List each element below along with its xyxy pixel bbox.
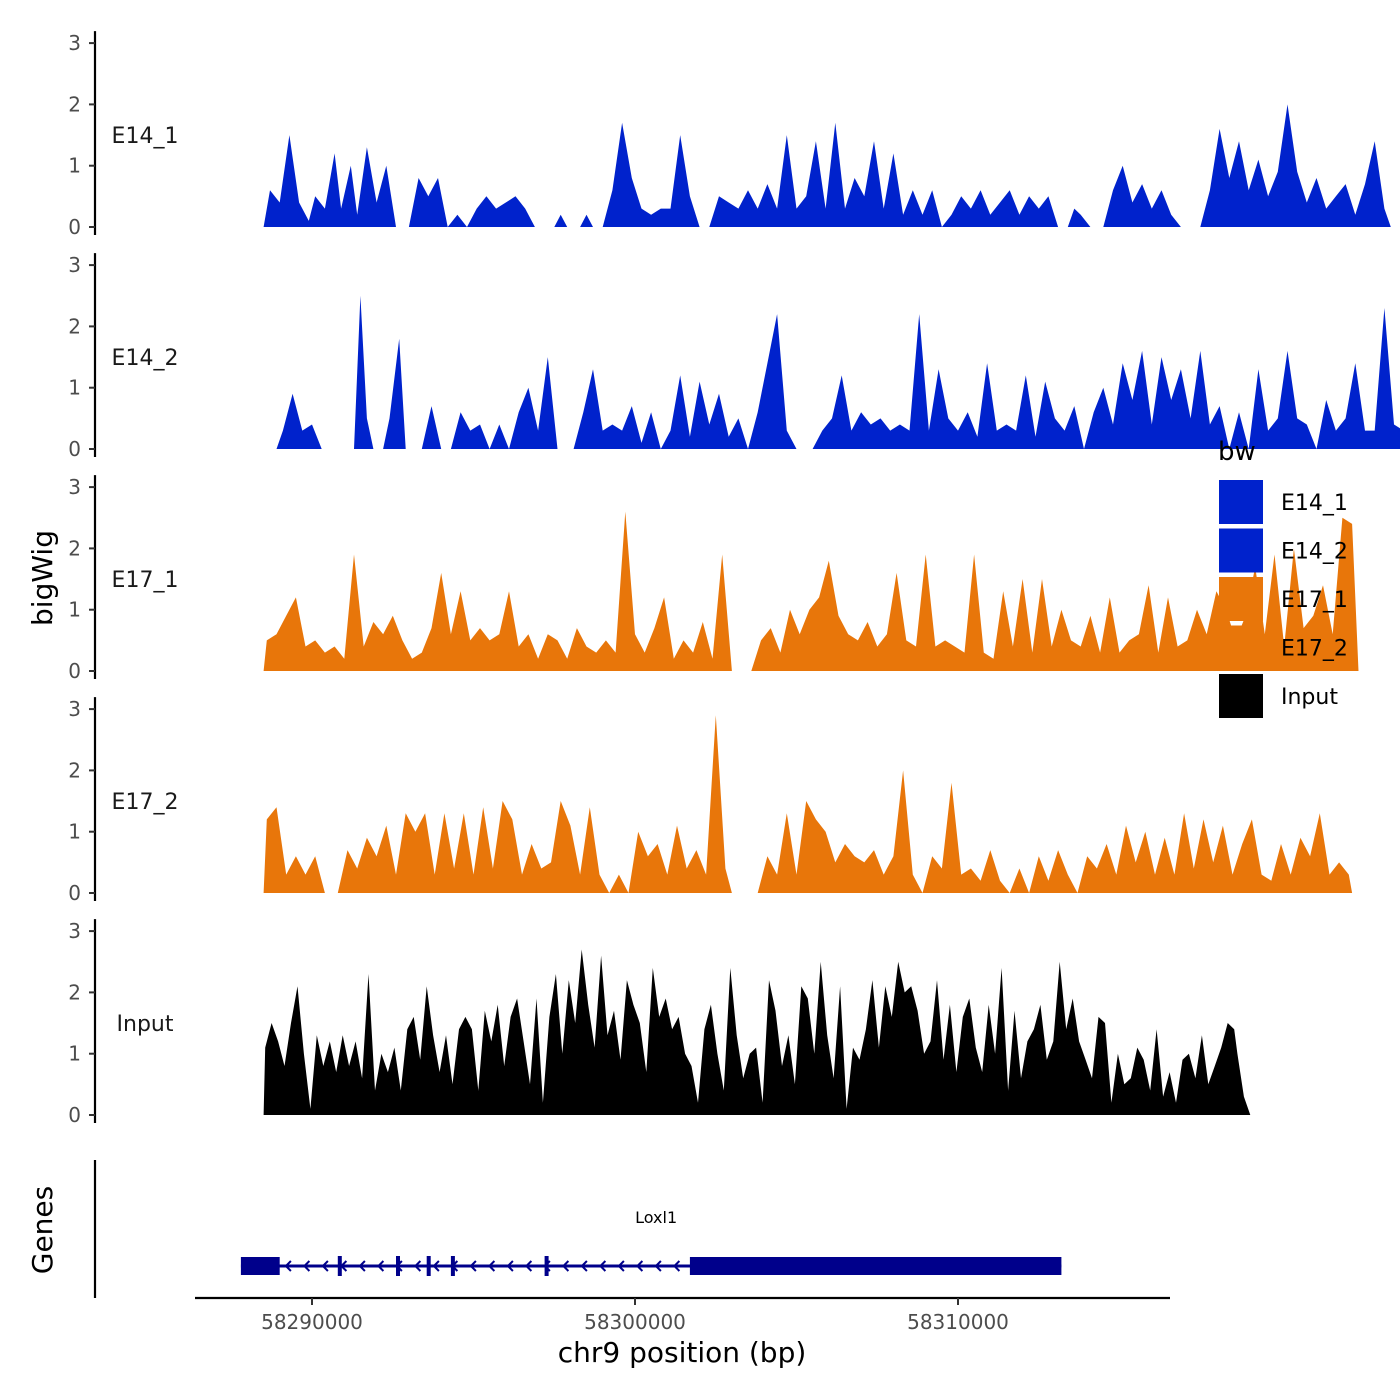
y-tick-label: 2 — [68, 758, 81, 782]
y-tick-label: 0 — [68, 881, 81, 905]
exon — [240, 1257, 280, 1275]
y-tick-label: 1 — [68, 154, 81, 178]
signal-area-e14_1 — [263, 104, 1391, 227]
y-tick-label: 1 — [68, 1042, 81, 1066]
y-tick-label: 3 — [68, 919, 81, 943]
signal-area-e14_2 — [276, 295, 1400, 449]
y-tick-label: 2 — [68, 92, 81, 116]
legend-label: Input — [1281, 685, 1338, 710]
strand-arrow — [413, 1260, 422, 1272]
y-tick-label: 0 — [68, 1103, 81, 1127]
x-axis-title: chr9 position (bp) — [558, 1336, 807, 1369]
strand-arrow — [635, 1260, 644, 1272]
strand-arrow — [561, 1260, 570, 1272]
y-tick-label: 3 — [68, 31, 81, 55]
y-tick-label: 1 — [68, 598, 81, 622]
y-axis-title: bigWig — [26, 530, 59, 626]
legend-label: E14_2 — [1281, 540, 1348, 565]
strand-arrow — [524, 1260, 533, 1272]
legend-item-e14_1: E14_1 — [1219, 480, 1348, 524]
strand-arrow — [617, 1260, 625, 1272]
strand-arrow — [469, 1260, 477, 1272]
strand-arrow — [321, 1260, 329, 1272]
legend-title: bw — [1218, 437, 1256, 467]
signal-area-input — [263, 949, 1251, 1115]
signal-area-e17_1 — [263, 511, 1359, 671]
legend-swatch — [1219, 625, 1263, 670]
legend-swatch — [1219, 577, 1263, 621]
track-e17_2: 0 1 2 3 E17_2 — [68, 697, 1353, 905]
legend-swatch — [1219, 674, 1263, 718]
legend-item-e17_1: E17_1 — [1219, 577, 1348, 621]
y-tick-label: 3 — [68, 253, 81, 277]
track-label-e17_2: E17_2 — [112, 790, 179, 815]
legend-item-input: Input — [1219, 674, 1338, 718]
x-tick-label: 58300000 — [584, 1310, 686, 1334]
y-tick-label: 0 — [68, 215, 81, 239]
legend-swatch — [1219, 528, 1263, 573]
strand-arrow — [506, 1260, 514, 1272]
track-e17_1: 0 1 2 3 E17_1 — [68, 475, 1359, 683]
track-label-e14_1: E14_1 — [112, 124, 179, 149]
y-tick-label: 3 — [68, 697, 81, 721]
exon — [689, 1257, 1062, 1275]
strand-arrow — [598, 1260, 607, 1272]
strand-arrow — [672, 1260, 681, 1272]
legend-item-e17_2: E17_2 — [1219, 625, 1348, 670]
strand-arrow — [580, 1260, 588, 1272]
track-label-input: Input — [117, 1012, 174, 1037]
exon — [337, 1256, 342, 1276]
strand-arrow — [487, 1260, 496, 1272]
y-tick-label: 2 — [68, 536, 81, 560]
strand-arrow — [432, 1260, 440, 1272]
y-tick-label: 2 — [68, 314, 81, 338]
gene-name-label: Loxl1 — [635, 1208, 677, 1227]
track-label-e17_1: E17_1 — [112, 568, 179, 593]
strand-arrow — [654, 1260, 662, 1272]
strand-arrow — [376, 1260, 385, 1272]
y-tick-label: 3 — [68, 475, 81, 499]
track-e14_1: 0 1 2 3 E14_1 — [68, 31, 1391, 239]
y-tick-label: 0 — [68, 437, 81, 461]
y-tick-label: 1 — [68, 820, 81, 844]
gene-panel-title: Genes — [26, 1186, 59, 1274]
y-tick-label: 1 — [68, 376, 81, 400]
strand-arrow — [358, 1260, 366, 1272]
legend-label: E17_2 — [1281, 637, 1348, 662]
legend-label: E17_1 — [1281, 588, 1348, 613]
strand-arrow — [302, 1260, 311, 1272]
x-tick-label: 58290000 — [261, 1310, 363, 1334]
track-label-e14_2: E14_2 — [112, 346, 179, 371]
track-input: 0 1 2 3 Input — [68, 919, 1251, 1127]
legend-item-e14_2: E14_2 — [1219, 528, 1348, 573]
legend-label: E14_1 — [1281, 491, 1348, 516]
exon — [544, 1256, 549, 1276]
track-e14_2: 0 1 2 3 E14_2 — [68, 253, 1400, 461]
y-tick-label: 2 — [68, 980, 81, 1004]
strand-arrow — [284, 1260, 292, 1272]
x-tick-label: 58310000 — [907, 1310, 1009, 1334]
legend-swatch — [1219, 480, 1263, 524]
exon — [396, 1256, 400, 1276]
y-tick-label: 0 — [68, 659, 81, 683]
exon — [426, 1256, 431, 1276]
signal-area-e17_2 — [263, 715, 1353, 893]
exon — [450, 1256, 455, 1276]
